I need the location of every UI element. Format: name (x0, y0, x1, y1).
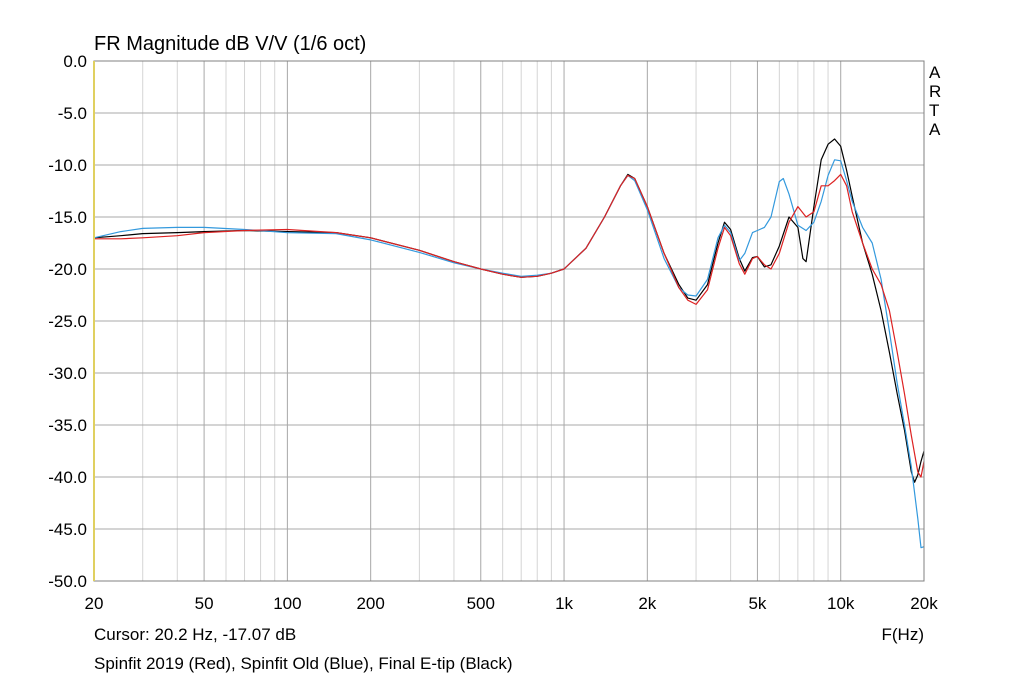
brand-letter: A (929, 120, 941, 139)
brand-letter: A (929, 63, 941, 82)
y-tick-labels: 0.0 -5.0 -10.0 -15.0 -20.0 -25.0 -30.0 -35.0 -40… (48, 52, 87, 591)
x-tick-label: 100 (273, 594, 301, 613)
legend-text: Spinfit 2019 (Red), Spinfit Old (Blue), … (94, 654, 513, 673)
x-axis-unit-label: F(Hz) (882, 625, 924, 644)
cursor-readout: Cursor: 20.2 Hz, -17.07 dB (94, 625, 296, 644)
x-tick-label: 200 (356, 594, 384, 613)
x-tick-label: 20 (85, 594, 104, 613)
y-tick-label: -20.0 (48, 260, 87, 279)
x-tick-label: 5k (748, 594, 766, 613)
brand-letter: T (929, 101, 939, 120)
y-tick-label: -45.0 (48, 520, 87, 539)
brand-letter: R (929, 82, 941, 101)
series-line-spinfit-old (93, 159, 925, 549)
y-tick-label: -40.0 (48, 468, 87, 487)
x-tick-label: 50 (195, 594, 214, 613)
x-tick-label: 10k (827, 594, 855, 613)
x-tick-labels: 20 50 100 200 500 1k 2k 5k 10k 20k (85, 594, 939, 613)
y-tick-label: 0.0 (63, 52, 87, 71)
y-tick-label: -5.0 (58, 104, 87, 123)
x-tick-label: 500 (467, 594, 495, 613)
series-line-final-e-tip (93, 138, 925, 483)
x-tick-label: 2k (638, 594, 656, 613)
series-lines (93, 138, 925, 549)
major-gridlines (94, 61, 924, 581)
x-tick-label: 20k (910, 594, 938, 613)
chart-title: FR Magnitude dB V/V (1/6 oct) (94, 33, 366, 55)
y-tick-label: -30.0 (48, 364, 87, 383)
y-tick-label: -10.0 (48, 156, 87, 175)
series-line-spinfit-2019 (94, 173, 925, 478)
x-tick-label: 1k (555, 594, 573, 613)
y-tick-label: -25.0 (48, 312, 87, 331)
y-tick-label: -35.0 (48, 416, 87, 435)
y-tick-label: -50.0 (48, 572, 87, 591)
y-tick-label: -15.0 (48, 208, 87, 227)
